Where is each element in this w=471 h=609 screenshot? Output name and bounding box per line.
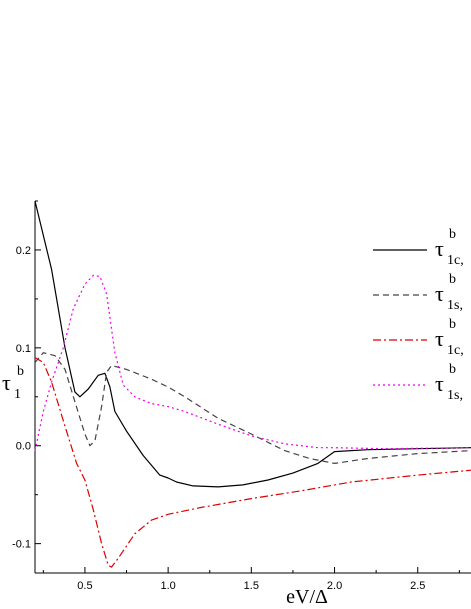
legend-superscript: b [449,317,456,332]
y-tick-label: -0.1 [12,539,31,551]
series-line-3 [34,357,471,568]
legend-subscript: 1s, [447,388,463,403]
legend-item-1: τb 1c, [373,227,464,268]
x-tick-label: 2.5 [410,580,425,592]
legend-subscript: 1c, [447,253,464,268]
svg-text:b: b [17,364,24,379]
x-tick-label: 0.5 [77,580,92,592]
svg-text:1: 1 [14,387,21,402]
legend-item-2: τb 1s, [373,272,463,313]
legend-superscript: b [449,272,456,287]
legend-symbol: τ [435,281,444,306]
legend-symbol: τ [435,236,444,261]
y-axis-subscript: 1 [14,387,21,402]
y-axis-title: τ b 1 [2,364,24,402]
legend-symbol: τ [435,326,444,351]
x-axis-title: eV/Δ [286,586,328,608]
legend-subscript: 1s, [447,298,463,313]
x-tick-label: 2.0 [327,580,342,592]
svg-text:τ: τ [2,370,11,395]
legend-item-4: τb 1s, [373,362,463,403]
y-tick-label: 0.2 [16,245,31,257]
x-tick-label: 1.0 [160,580,175,592]
series-line-2 [34,352,471,464]
legend-item-3: τb 1c, [373,317,464,358]
y-axis-symbol: τ [2,370,11,395]
legend-superscript: b [449,227,456,242]
series-line-4 [34,274,471,451]
y-axis-superscript: b [17,364,24,379]
x-tick-label: 1.5 [244,580,259,592]
legend-symbol: τ [435,371,444,396]
axes: 0.5 1.0 1.5 2.0 2.5 0.2 0.1 0.0 -0.1 [12,200,471,592]
y-tick-label: 0.1 [16,343,31,355]
legend-superscript: b [449,362,456,377]
legend-subscript: 1c, [447,343,464,358]
y-tick-label: 0.0 [16,441,31,453]
series-group [34,200,471,568]
series-line-1 [34,200,471,488]
